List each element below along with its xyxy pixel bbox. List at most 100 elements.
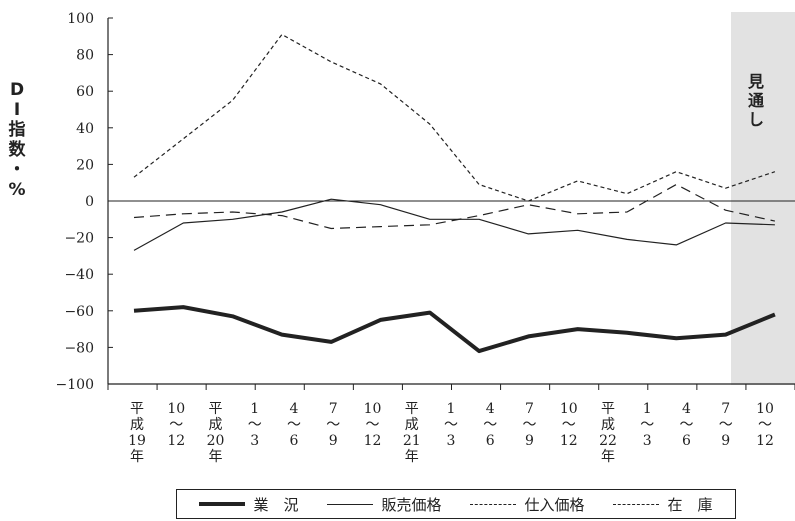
x-tick-label-line: 平 [209,401,223,417]
x-tick-label-line: 〜 [680,417,694,433]
x-tick-label-line: 12 [364,433,382,449]
x-tick-label-line: 〜 [287,417,301,433]
y-axis-label-char: ・ [8,160,26,180]
series-lines [133,33,776,354]
x-tick-label-line: 年 [601,449,615,465]
legend-item-gyokyo: 業 況 [199,494,299,515]
x-tick-label-line: 平 [601,401,615,417]
x-tick-label-line: 年 [130,449,144,465]
series-line-thin [133,198,775,251]
x-tick-label-line: 22 [599,433,617,449]
x-tick-label-line: 9 [721,433,730,449]
x-tick-label: 7〜9 [326,401,340,449]
x-tick-label-line: 7 [721,401,730,417]
x-tick-label-line: 9 [525,433,534,449]
y-tick-label: −20 [64,231,94,247]
x-tick-label: 4〜6 [287,401,301,449]
x-tick-label-line: 〜 [640,417,654,433]
legend: 業 況 販売価格 仕入価格 在 庫 [176,489,736,519]
x-tick-label: 10〜12 [364,401,382,449]
x-tick-label-line: 9 [329,433,338,449]
x-tick-label-line: 1 [447,401,456,417]
x-tick-label-line: 21 [403,433,421,449]
x-tick-label-line: 1 [643,401,652,417]
x-tick-label-line: 年 [209,449,223,465]
y-axis-label-char: I [13,100,21,120]
legend-swatch-long-dash [613,503,660,505]
forecast-label: 見 通 し [745,72,767,129]
forecast-band [731,12,795,385]
x-tick-label-line: 〜 [326,417,340,433]
legend-label: 仕入価格 [524,495,585,514]
axes: 100 80 60 40 20 0 −20 −40 −60 −80 −100 [56,11,795,393]
series-line-short-dash [133,33,776,202]
y-axis-label-char: 数 [8,140,26,160]
y-axis-label-char: 指 [8,120,26,140]
x-tick-label: 1〜3 [444,401,458,449]
legend-label: 在 庫 [667,495,713,514]
y-tick-label: −80 [64,340,94,356]
legend-item-shiire: 仕入価格 [470,494,585,515]
x-tick-label-line: 4 [290,401,299,417]
y-tick-label: 60 [76,84,94,100]
series-line-long-dash [133,183,776,230]
x-tick-label-line: 成 [209,417,223,433]
y-axis-label-char: D [9,80,25,100]
y-tick-label: −40 [64,267,94,283]
x-tick-label-line: 〜 [523,417,537,433]
x-tick-label-line: 12 [756,433,774,449]
x-tick-label-line: 6 [682,433,691,449]
y-axis-label-char: % [8,180,26,200]
legend-swatch-thin [327,503,374,505]
forecast-label-char: 見 [747,72,764,91]
x-tick-label-line: 成 [601,417,615,433]
legend-swatch-bold [199,502,246,506]
x-tick-label-line: 10 [167,401,185,417]
x-tick-label: 10〜12 [560,401,578,449]
forecast-label-char: し [747,110,764,129]
x-tick-label-line: 6 [486,433,495,449]
x-tick-label-line: 12 [167,433,185,449]
x-tick-label-line: 19 [128,433,146,449]
forecast-label-char: 通 [747,91,764,110]
x-tick-label: 7〜9 [523,401,537,449]
x-tick-label-line: 3 [250,433,259,449]
x-tick-label-line: 年 [405,449,419,465]
x-axis-labels: 平成19年10〜12平成20年1〜34〜67〜910〜12平成21年1〜34〜6… [128,401,774,465]
x-tick-label-line: 〜 [444,417,458,433]
x-tick-label-line: 1 [250,401,259,417]
x-tick-label: 1〜3 [640,401,654,449]
x-tick-label-line: 〜 [719,417,733,433]
legend-label: 販売価格 [381,495,442,514]
legend-swatch-short-dash [470,503,517,505]
x-tick-label-line: 〜 [248,417,262,433]
x-tick-label: 4〜6 [680,401,694,449]
x-tick-label-line: 〜 [366,417,380,433]
x-tick-label-line: 3 [643,433,652,449]
x-tick-label: 7〜9 [719,401,733,449]
x-tick-label-line: 10 [756,401,774,417]
y-tick-label: 80 [76,48,94,64]
x-tick-label-line: 平 [405,401,419,417]
x-tick-label-line: 7 [525,401,534,417]
legend-label: 業 況 [253,495,299,514]
x-tick-label: 1〜3 [248,401,262,449]
x-tick-label-line: 3 [447,433,456,449]
y-tick-label: 20 [76,157,94,173]
series-line-bold [133,305,776,354]
legend-item-zaiko: 在 庫 [613,494,713,515]
y-tick-label: 100 [67,11,94,27]
x-tick-label-line: 〜 [758,417,772,433]
x-tick-label-line: 平 [130,401,144,417]
y-axis-label: D I 指 数 ・ % [4,80,30,200]
x-tick-label-line: 4 [682,401,691,417]
x-tick-label-line: 12 [560,433,578,449]
x-tick-label-line: 〜 [169,417,183,433]
y-tick-label: −60 [64,304,94,320]
y-tick-label: −100 [56,377,94,393]
x-tick-label-line: 6 [290,433,299,449]
x-tick-label-line: 10 [560,401,578,417]
